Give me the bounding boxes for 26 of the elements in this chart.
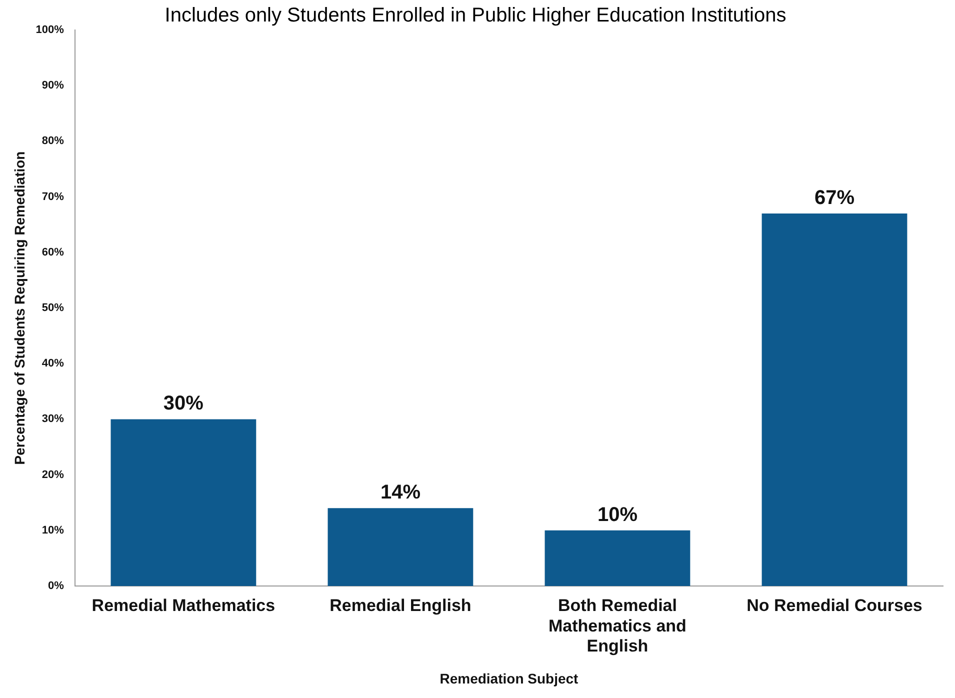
y-tick-label: 50% <box>42 302 64 314</box>
x-tick-label: Both Remedial Mathematics and English <box>548 596 686 656</box>
y-axis-title: Percentage of Students Requiring Remediation <box>11 151 28 465</box>
y-tick-label: 60% <box>42 246 64 258</box>
x-axis-title: Remediation Subject <box>440 670 579 686</box>
bar <box>328 508 474 586</box>
x-tick-label: Remedial Mathematics <box>92 596 276 615</box>
y-tick-label: 80% <box>42 135 64 148</box>
y-tick-label: 90% <box>42 80 64 92</box>
x-tick-label: Remedial English <box>330 596 472 615</box>
y-tick-label: 10% <box>42 524 64 536</box>
x-tick-label: No Remedial Courses <box>746 596 922 615</box>
y-tick-label: 40% <box>42 358 64 370</box>
data-label: 30% <box>163 392 204 415</box>
data-label: 14% <box>380 482 421 504</box>
data-label: 10% <box>597 504 638 526</box>
bar <box>110 419 256 586</box>
bar <box>762 213 908 586</box>
y-tick-label: 70% <box>42 190 64 203</box>
y-tick-label: 100% <box>36 24 64 36</box>
bar <box>544 530 690 586</box>
y-tick-label: 20% <box>42 468 64 481</box>
y-tick-label: 30% <box>42 413 64 426</box>
y-tick-label: 0% <box>48 580 64 592</box>
chart-title: Includes only Students Enrolled in Public Higher Education Institutions <box>164 4 786 27</box>
data-label: 67% <box>814 186 855 209</box>
